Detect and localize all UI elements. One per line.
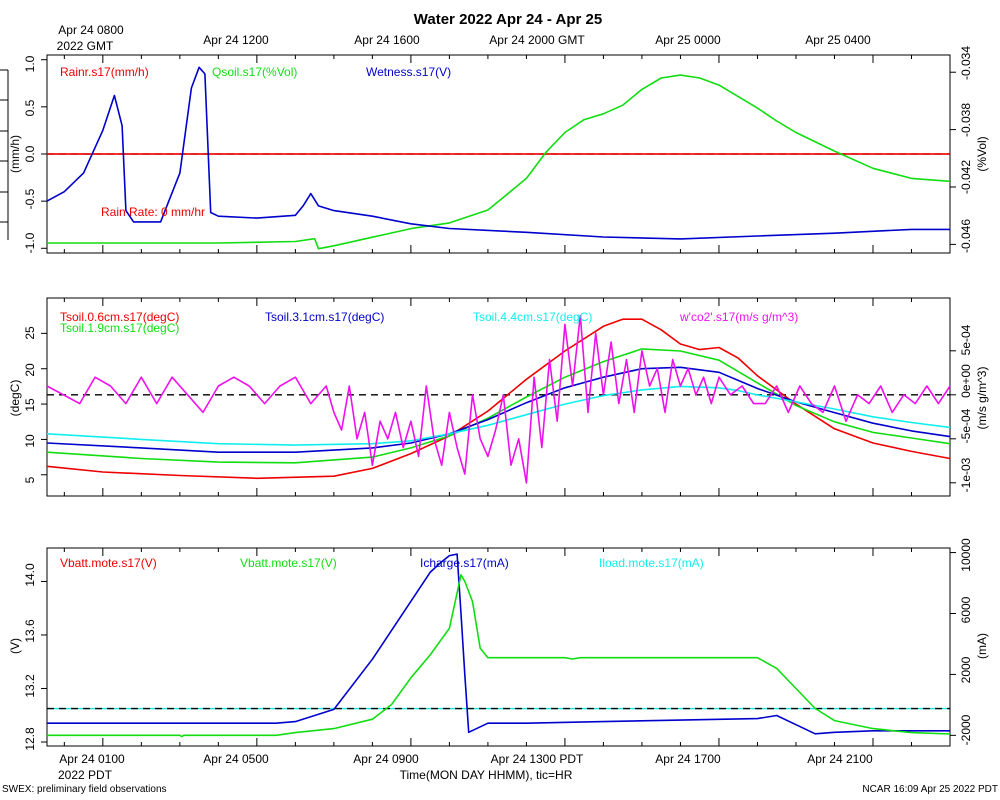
legend-entry: Wetness.s17(V) [366, 65, 451, 79]
bottom-axis-label: Apr 24 1700 [655, 752, 721, 766]
top-axis-label: Apr 24 2000 GMT [489, 33, 585, 47]
left-tick-label: 13.2 [23, 674, 37, 698]
series-line-red [46, 318, 951, 480]
left-tick-label: 20 [23, 363, 37, 377]
left-tick-label: 10 [23, 434, 37, 448]
series-line-magenta [46, 314, 951, 484]
bottom-axis-label: Apr 24 2100 [807, 752, 873, 766]
tick-marks [41, 298, 956, 496]
right-tick-label: 10000 [959, 538, 973, 572]
right-tick-label: 5e-04 [959, 324, 973, 355]
tick-marks [41, 55, 956, 253]
rain-rate-annotation: Rain Rate: 0 mm/hr [101, 205, 205, 219]
left-tick-label: 12.8 [23, 727, 37, 751]
top-axis-label: Apr 25 0000 [655, 33, 721, 47]
series-lines [46, 66, 951, 250]
left-tick-label: 25 [23, 326, 37, 340]
right-axis-label: (%Vol) [975, 136, 989, 171]
legend-entry: Qsoil.s17(%Vol) [212, 65, 297, 79]
left-axis-label: (degC) [8, 380, 22, 417]
legend-entry: Vbatt.mote.s17(V) [60, 556, 157, 570]
right-tick-label: -0.042 [959, 160, 973, 194]
footer-left: SWEX: preliminary field observations [2, 784, 167, 795]
bottom-axis-label: Apr 24 0100 [59, 752, 125, 766]
left-tick-label: -1.0 [23, 232, 37, 253]
top-axis-label: Apr 24 0800 [58, 23, 124, 37]
tick-marks [41, 548, 956, 746]
top-axis-sublabel: 2022 GMT [57, 39, 114, 53]
right-tick-label: -0.038 [959, 103, 973, 137]
left-tick-label: 13.6 [23, 619, 37, 643]
legend-entry: Tsoil.0.6cm.s17(degC) [60, 310, 179, 324]
left-tick-label: 5 [23, 476, 37, 483]
legend-entry: Tsoil.3.1cm.s17(degC) [265, 310, 384, 324]
legend-entry: Vbatt.mote.s17(V) [240, 556, 337, 570]
bottom-axis-sublabel: 2022 PDT [58, 768, 113, 782]
right-axis-label: (m/s g/m^3) [975, 367, 989, 430]
x-axis-title: Time(MON DAY HHMM), tic=HR [400, 768, 573, 782]
left-tick-label: 1.0 [23, 55, 37, 72]
left-tick-label: 0.0 [23, 145, 37, 162]
panel-mote-power: Vbatt.mote.s17(V) Vbatt.mote.s17(V) Icha… [8, 538, 989, 751]
legend-entry: w'co2'.s17(m/s g/m^3) [679, 310, 798, 324]
right-axis-label: (mA) [975, 633, 989, 659]
right-tick-label: -0.034 [959, 46, 973, 80]
right-tick-label: -2000 [959, 714, 973, 745]
panel-frame [46, 297, 951, 497]
legend-entry: Iload.mote.s17(mA) [599, 556, 704, 570]
series-line-blue [46, 366, 951, 454]
legend-entry: Icharge.s17(mA) [420, 556, 509, 570]
right-tick-label: -1e-03 [959, 457, 973, 492]
legend-entry: Tsoil.1.9cm.s17(degC) [60, 321, 179, 335]
bottom-axis-label: Apr 24 0900 [353, 752, 419, 766]
left-tick-label: 0.5 [23, 99, 37, 116]
right-tick-label: 0e+00 [959, 364, 973, 398]
panel-soil-temperature: Tsoil.0.6cm.s17(degC) Tsoil.1.9cm.s17(de… [8, 297, 989, 497]
bottom-axis-label: Apr 24 1300 PDT [491, 752, 584, 766]
right-tick-label: 2000 [959, 656, 973, 683]
right-tick-label: 6000 [959, 596, 973, 623]
bottom-axis-label: Apr 24 0500 [203, 752, 269, 766]
left-axis-label: (mm/h) [8, 135, 22, 173]
series-line-blue [46, 66, 950, 240]
right-tick-label: -5e-04 [959, 408, 973, 443]
left-tick-label: 14.0 [23, 563, 37, 587]
series-lines [46, 314, 951, 484]
series-lines [47, 553, 951, 738]
legend-entry: Rainr.s17(mm/h) [60, 65, 149, 79]
right-tick-label: -0.046 [959, 219, 973, 253]
top-axis-label: Apr 25 0400 [805, 33, 871, 47]
series-line-green [47, 74, 951, 250]
left-tick-label: 15 [23, 398, 37, 412]
footer-right: NCAR 16:09 Apr 25 2022 PDT [862, 784, 998, 795]
top-axis-label: Apr 24 1200 [203, 33, 269, 47]
series-line-blue [47, 553, 950, 735]
left-tick-label: -0.5 [23, 188, 37, 209]
panel-water: Rainr.s17(mm/h) Qsoil.s17(%Vol) Wetness.… [8, 46, 989, 254]
panel-frame [46, 547, 951, 747]
left-axis-label: (V) [8, 638, 22, 654]
legend-entry: Tsoil.4.4cm.s17(degC) [473, 310, 592, 324]
top-axis-label: Apr 24 1600 [354, 33, 420, 47]
figure-title: Water 2022 Apr 24 - Apr 25 [414, 11, 602, 28]
series-line-green [47, 573, 951, 738]
